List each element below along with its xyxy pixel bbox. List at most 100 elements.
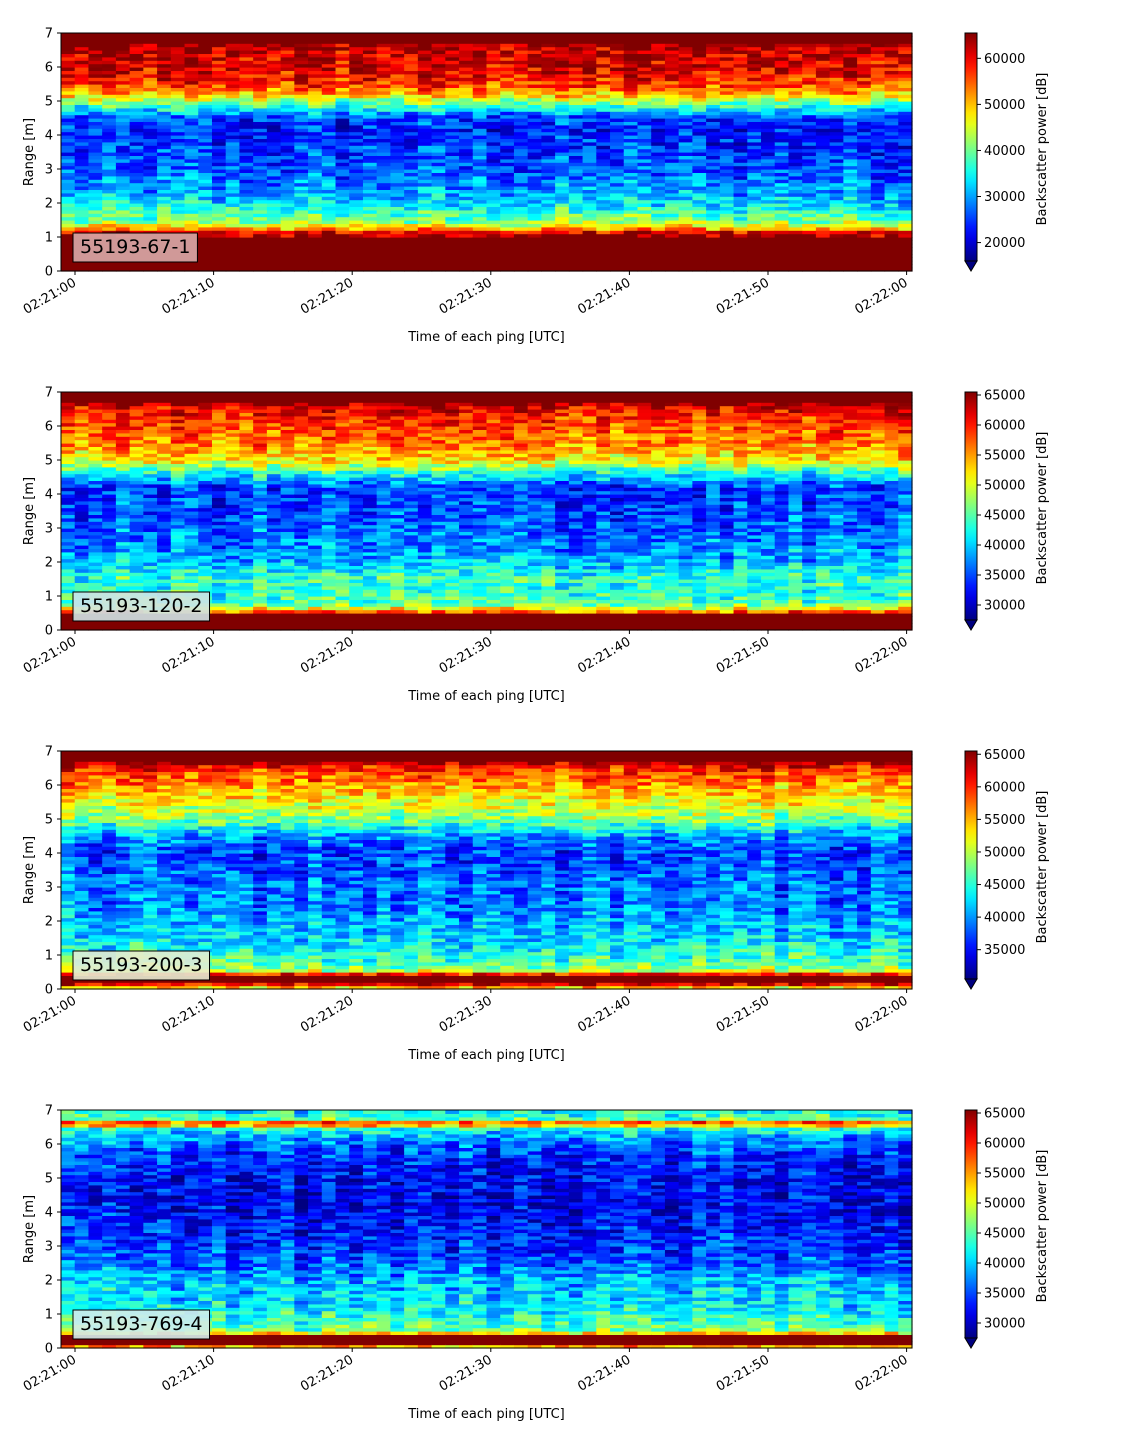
heatmap-cell bbox=[898, 118, 913, 122]
heatmap-cell bbox=[706, 63, 721, 68]
heatmap-cell bbox=[129, 230, 144, 235]
heatmap-cell bbox=[733, 172, 748, 177]
heatmap-cell bbox=[898, 247, 913, 252]
heatmap-cell bbox=[294, 135, 309, 139]
heatmap-cell bbox=[733, 70, 748, 75]
heatmap-cell bbox=[692, 243, 707, 248]
heatmap-cell bbox=[829, 77, 844, 82]
heatmap-cell bbox=[88, 209, 103, 214]
heatmap-cell bbox=[157, 162, 172, 167]
heatmap-cell bbox=[266, 199, 282, 204]
heatmap-cell bbox=[445, 203, 460, 207]
heatmap-cell bbox=[211, 67, 227, 71]
heatmap-cell bbox=[513, 33, 529, 37]
heatmap-cell bbox=[582, 267, 597, 272]
heatmap-cell bbox=[870, 230, 886, 235]
heatmap-cell bbox=[774, 237, 790, 241]
heatmap-cell bbox=[198, 152, 213, 156]
heatmap-cell bbox=[678, 84, 693, 88]
heatmap-cell bbox=[362, 124, 378, 129]
heatmap-cell bbox=[513, 111, 529, 116]
heatmap-cell bbox=[170, 558, 186, 563]
heatmap-cell bbox=[884, 118, 899, 122]
heatmap-cell bbox=[294, 77, 309, 82]
heatmap-cell bbox=[706, 158, 721, 163]
heatmap-cell bbox=[692, 94, 707, 99]
heatmap-cell bbox=[349, 77, 364, 82]
heatmap-cell bbox=[870, 267, 886, 272]
heatmap-cell bbox=[582, 189, 597, 194]
heatmap-cell bbox=[74, 619, 90, 624]
heatmap-cell bbox=[129, 220, 144, 224]
heatmap-cell bbox=[253, 128, 268, 133]
heatmap-cell bbox=[335, 94, 350, 99]
heatmap-cell bbox=[170, 500, 186, 505]
heatmap-cell bbox=[115, 565, 131, 570]
heatmap-cell bbox=[157, 53, 172, 58]
heatmap-cell bbox=[651, 141, 666, 146]
heatmap-cell bbox=[527, 206, 543, 211]
heatmap-cell bbox=[362, 250, 378, 255]
heatmap-cell bbox=[747, 240, 762, 245]
heatmap-cell bbox=[459, 39, 474, 44]
heatmap-cell bbox=[637, 260, 652, 265]
heatmap-cell bbox=[623, 118, 639, 122]
heatmap-cell bbox=[88, 487, 103, 492]
heatmap-cell bbox=[486, 243, 501, 248]
heatmap-cell bbox=[610, 145, 625, 150]
heatmap-cell bbox=[719, 169, 735, 173]
heatmap-cell bbox=[390, 237, 405, 241]
heatmap-cell bbox=[143, 145, 158, 150]
heatmap-cell bbox=[445, 179, 460, 184]
heatmap-cell bbox=[184, 111, 199, 116]
heatmap-cell bbox=[74, 626, 90, 631]
heatmap-cell bbox=[390, 182, 405, 187]
heatmap-cell bbox=[198, 124, 213, 129]
heatmap-cell bbox=[225, 240, 241, 245]
heatmap-cell bbox=[555, 158, 570, 163]
heatmap-cell bbox=[129, 46, 144, 51]
heatmap-cell bbox=[733, 179, 748, 184]
heatmap-cell bbox=[143, 138, 158, 143]
heatmap-cell bbox=[417, 87, 433, 92]
heatmap-cell bbox=[541, 67, 556, 71]
heatmap-cell bbox=[870, 111, 886, 116]
heatmap-cell bbox=[829, 254, 844, 258]
heatmap-cell bbox=[349, 128, 364, 133]
heatmap-cell bbox=[308, 131, 323, 136]
heatmap-cell bbox=[761, 43, 776, 48]
heatmap-cell bbox=[678, 179, 693, 184]
heatmap-cell bbox=[349, 179, 364, 184]
heatmap-cell bbox=[157, 186, 172, 190]
heatmap-cell bbox=[802, 148, 817, 153]
heatmap-cell bbox=[349, 36, 364, 41]
heatmap-cell bbox=[170, 186, 186, 190]
heatmap-cell bbox=[637, 121, 652, 126]
heatmap-cell bbox=[335, 107, 350, 112]
heatmap-cell bbox=[102, 196, 117, 201]
heatmap-cell bbox=[747, 223, 762, 228]
heatmap-cell bbox=[733, 264, 748, 269]
heatmap-cell bbox=[198, 33, 213, 37]
heatmap-cell bbox=[610, 36, 625, 41]
heatmap-cell bbox=[170, 158, 186, 163]
heatmap-cell bbox=[362, 63, 378, 68]
heatmap-cell bbox=[582, 257, 597, 262]
heatmap-cell bbox=[376, 141, 392, 146]
heatmap-cell bbox=[541, 169, 556, 173]
heatmap-cell bbox=[143, 551, 158, 556]
heatmap-cell bbox=[788, 196, 803, 201]
heatmap-cell bbox=[664, 257, 680, 262]
heatmap-cell bbox=[857, 114, 872, 119]
heatmap-cell bbox=[706, 216, 721, 221]
heatmap-cell bbox=[143, 43, 158, 48]
heatmap-cell bbox=[404, 264, 419, 269]
heatmap-cell bbox=[349, 53, 364, 58]
heatmap-cell bbox=[102, 87, 117, 92]
y-tick-label: 2 bbox=[45, 197, 53, 212]
heatmap-cell bbox=[102, 541, 117, 546]
heatmap-cell bbox=[143, 395, 158, 400]
heatmap-cell bbox=[582, 63, 597, 68]
heatmap-cell bbox=[253, 63, 268, 68]
heatmap-cell bbox=[527, 145, 543, 150]
